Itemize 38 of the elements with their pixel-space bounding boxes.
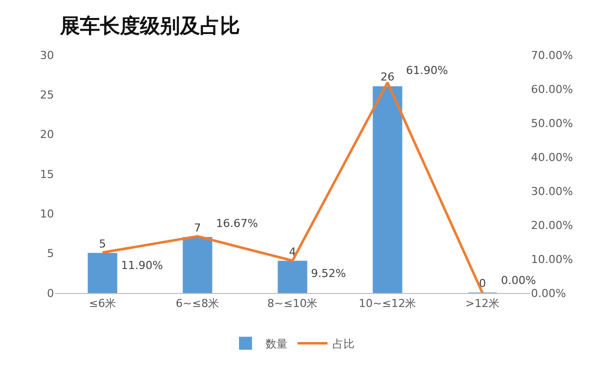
data-label: 7	[194, 221, 201, 234]
x-tick-label: 8~≤10米	[267, 297, 318, 310]
y-tick-label: 15	[40, 168, 54, 181]
y-tick-label: 0	[47, 286, 54, 300]
y2-tick-label: 70.00%	[531, 48, 573, 62]
data-label: 26	[380, 70, 394, 84]
x-tick-label: >12米	[465, 297, 500, 310]
data-label: 5	[99, 237, 106, 250]
data-label: 4	[289, 245, 296, 258]
data-label: 9.52%	[311, 267, 346, 280]
y2-tick-label: 40.00%	[531, 150, 573, 164]
legend-label: 占比	[332, 337, 354, 350]
y2-tick-label: 20.00%	[531, 218, 573, 232]
data-label: 11.90%	[121, 259, 163, 272]
bar	[372, 86, 402, 293]
bar	[88, 252, 118, 293]
y-tick-label: 20	[40, 128, 54, 142]
y-tick-label: 10	[40, 208, 54, 221]
y2-tick-label: 10.00%	[531, 252, 573, 266]
data-label: 16.67%	[216, 217, 258, 230]
y2-tick-label: 60.00%	[531, 82, 573, 96]
y2-tick-label: 30.00%	[531, 184, 573, 198]
y2-tick-label: 50.00%	[531, 116, 573, 130]
data-label: 61.90%	[406, 64, 448, 77]
y-tick-label: 5	[47, 247, 54, 260]
y-tick-label: 25	[40, 88, 54, 102]
data-label: 0.00%	[501, 274, 536, 287]
x-tick-label: 6~≤8米	[176, 297, 220, 310]
bar	[278, 260, 308, 293]
legend-label: 数量	[266, 337, 288, 350]
x-tick-label: ≤6米	[88, 297, 116, 310]
y-tick-label: 30	[40, 48, 54, 62]
data-label: 0	[479, 277, 486, 290]
chart-title: 展车长度级别及占比	[59, 14, 240, 38]
line-series	[101, 81, 484, 293]
bar	[182, 236, 212, 293]
x-tick-label: 10~≤12米	[358, 297, 416, 310]
y2-tick-label: 0.00%	[531, 286, 566, 300]
